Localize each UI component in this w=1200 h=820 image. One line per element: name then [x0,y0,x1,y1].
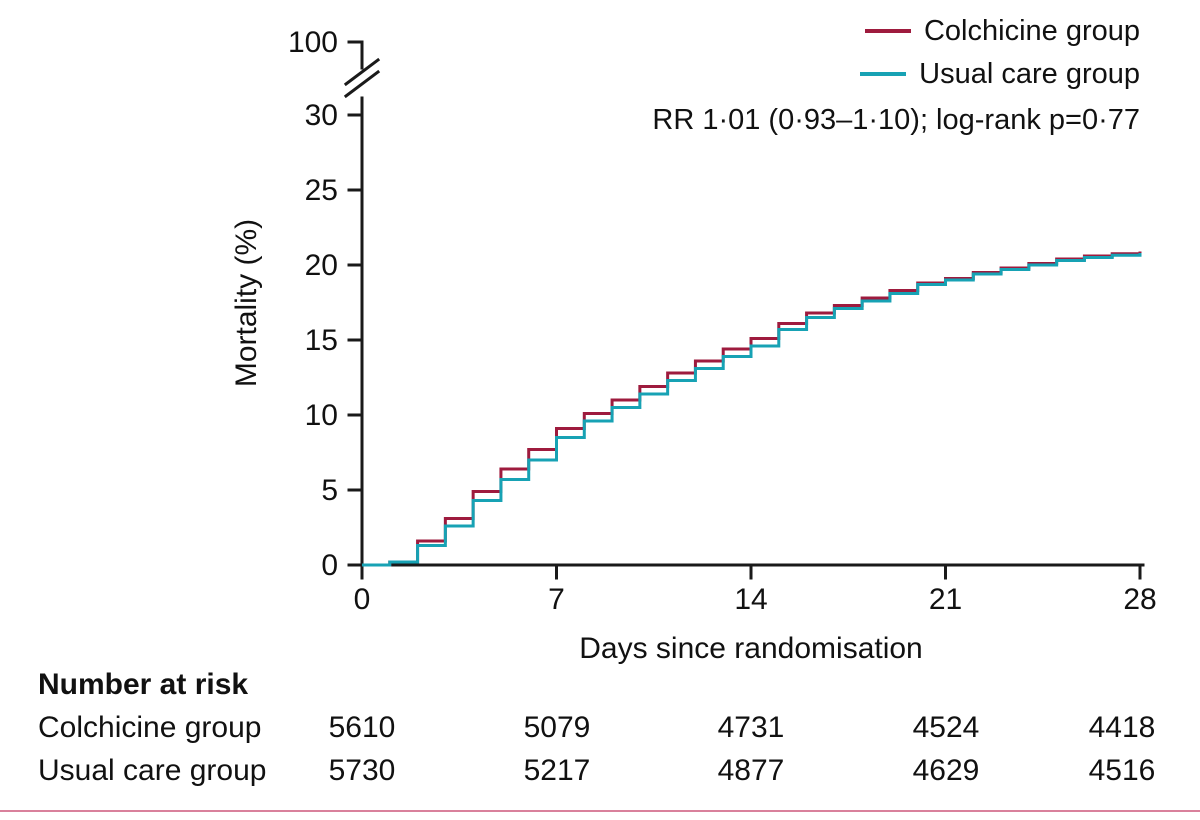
risk-row-label: Colchicine group [38,711,262,744]
axes [343,40,1145,580]
risk-value: 4516 [1088,754,1156,787]
svg-text:30: 30 [305,99,338,132]
legend: Colchicine group Usual care group RR 1·0… [652,14,1140,137]
risk-value: 4418 [1088,711,1156,744]
svg-text:0: 0 [321,549,338,582]
svg-text:5: 5 [321,474,338,507]
mortality-chart: 0 5 10 15 20 25 30 100 0 7 14 21 28 [288,26,1157,616]
svg-text:10: 10 [305,399,338,432]
usual-care-line-swatch [860,72,907,76]
svg-text:7: 7 [548,583,565,616]
bottom-divider [0,810,1200,812]
colchicine-curve [362,251,1142,567]
svg-text:21: 21 [929,583,962,616]
svg-text:25: 25 [305,174,338,207]
svg-text:0: 0 [354,583,371,616]
svg-text:100: 100 [288,26,338,59]
risk-value: 4877 [717,754,785,787]
svg-text:14: 14 [734,583,767,616]
svg-text:20: 20 [305,249,338,282]
risk-table-title: Number at risk [38,668,249,701]
legend-item-usual-care: Usual care group [860,57,1140,91]
risk-value: 5079 [523,711,591,744]
risk-value: 5730 [328,754,396,787]
legend-item-colchicine: Colchicine group [864,14,1140,48]
x-axis-title: Days since randomisation [579,632,923,665]
risk-value: 5217 [523,754,591,787]
risk-value: 4731 [717,711,785,744]
risk-row-label: Usual care group [38,754,267,787]
colchicine-line-swatch [864,29,911,33]
usual-care-curve [362,253,1142,567]
legend-label-usual-care: Usual care group [919,58,1140,90]
legend-label-colchicine: Colchicine group [923,15,1140,47]
risk-value: 5610 [328,711,396,744]
svg-text:15: 15 [305,324,338,357]
stats-annotation: RR 1·01 (0·93–1·10); log-rank p=0·77 [652,104,1140,136]
risk-value: 4629 [912,754,980,787]
y-axis-title: Mortality (%) [230,218,263,388]
svg-text:28: 28 [1123,583,1156,616]
risk-value: 4524 [912,711,980,744]
